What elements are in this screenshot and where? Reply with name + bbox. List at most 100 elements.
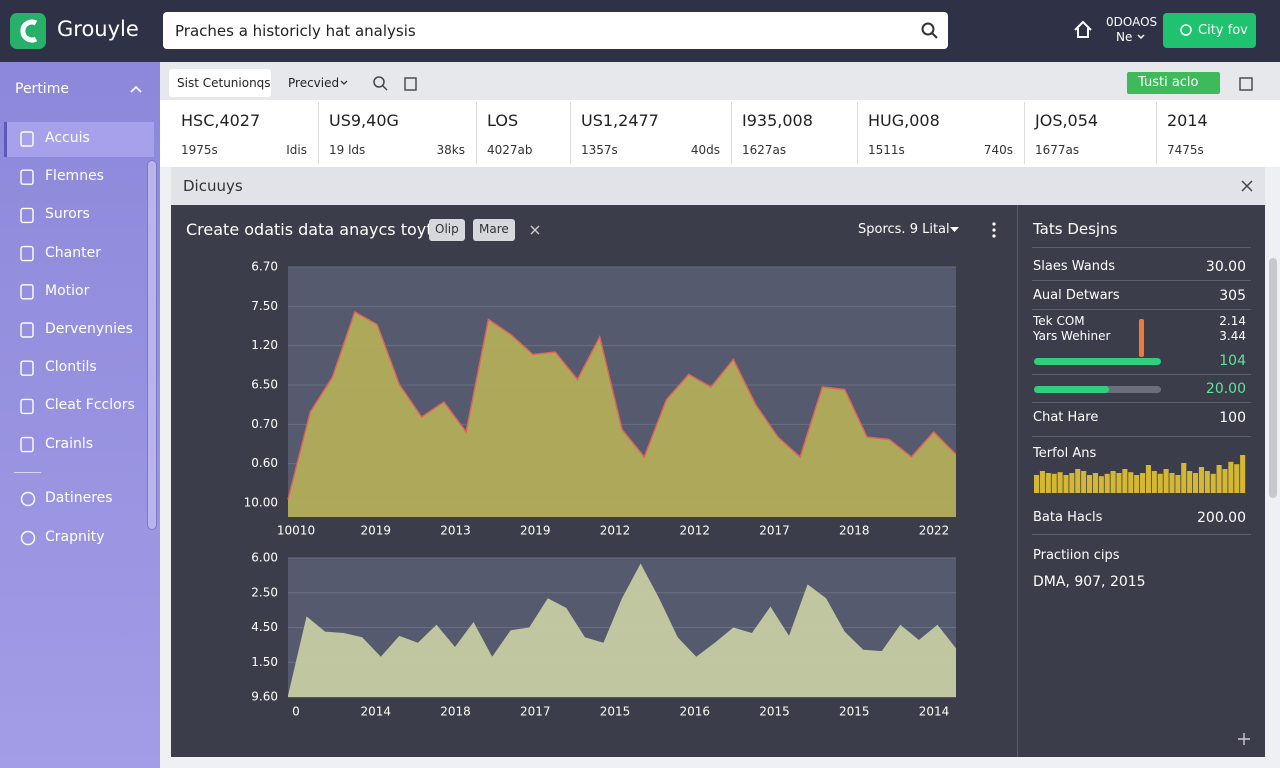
mini-bar xyxy=(1234,464,1240,493)
y-tick-label: 1.50 xyxy=(251,655,278,669)
side-label: Practiion cips xyxy=(1033,548,1120,563)
area xyxy=(288,563,956,697)
stat-divider xyxy=(1156,102,1157,164)
mini-bar xyxy=(1145,465,1151,493)
sort[interactable]: Sporcs. 9 Lital xyxy=(858,222,950,237)
menu-dot xyxy=(992,234,996,238)
stat-label: 4027ab xyxy=(487,143,533,157)
mini-bar xyxy=(1128,472,1134,493)
x-tick-label: 2015 xyxy=(600,705,631,719)
nav-item[interactable]: Accuis xyxy=(45,130,90,146)
mini-bar xyxy=(1228,461,1234,493)
x-tick-label: 2013 xyxy=(440,524,471,538)
side-label: Bata Hacls xyxy=(1033,510,1103,525)
stat-divider xyxy=(857,102,858,164)
toolbar-button[interactable] xyxy=(1127,72,1220,94)
nav-icon xyxy=(20,322,34,338)
toolbar-button-label: Tusti aclo xyxy=(1138,75,1199,90)
y-tick-label: 9.60 xyxy=(251,690,278,704)
nav-item[interactable]: Dervenynies xyxy=(45,321,133,337)
panel-title: Dicuuys xyxy=(183,177,243,195)
mini-bar xyxy=(1051,473,1057,493)
mini-bar xyxy=(1122,469,1128,493)
stats-row xyxy=(160,100,1280,167)
user-name: 0DOAOS xyxy=(1106,15,1158,29)
nav-item[interactable]: Clontils xyxy=(45,359,97,376)
mini-bar xyxy=(1075,469,1081,493)
mini-bar xyxy=(1104,473,1110,493)
mini-bar xyxy=(1069,473,1075,493)
header-button[interactable] xyxy=(1163,13,1256,48)
nav-icon xyxy=(20,491,36,507)
nav-icon xyxy=(20,284,34,300)
mini-bar xyxy=(1210,473,1216,493)
x-tick-label: 0 xyxy=(292,705,300,719)
dropdown[interactable]: Precvied xyxy=(288,76,340,90)
side-label: Aual Detwars xyxy=(1033,288,1120,303)
x-tick-label: 2018 xyxy=(839,524,870,538)
caret xyxy=(950,227,959,232)
mini-bar xyxy=(1039,471,1045,493)
nav-item[interactable]: Motior xyxy=(45,282,90,299)
side-separator xyxy=(1032,309,1251,310)
nav-item[interactable]: Datineres xyxy=(45,490,113,506)
logo xyxy=(10,13,46,49)
y-tick-label: 0.70 xyxy=(251,417,278,431)
side-value: 2.14 xyxy=(1219,314,1246,328)
nav-item[interactable]: Crapnity xyxy=(45,529,105,545)
nav-item[interactable]: Flemnes xyxy=(45,168,104,185)
x-tick-label: 2015 xyxy=(759,705,790,719)
x-tick-label: 2012 xyxy=(600,524,631,538)
mini-bar xyxy=(1157,473,1163,493)
tab[interactable] xyxy=(169,69,271,97)
stat-value: US9,40G xyxy=(329,111,399,130)
nav-icon xyxy=(20,436,34,453)
side-value: 3.44 xyxy=(1219,329,1246,343)
chip[interactable]: Olip xyxy=(429,219,465,241)
y-tick-label: 6.50 xyxy=(251,378,278,392)
mini-bar xyxy=(1110,471,1116,493)
tab-label: Sist Cetunionqs xyxy=(177,76,271,90)
search-icon xyxy=(382,85,388,91)
stat-divider xyxy=(476,102,477,164)
side-label: Slaes Wands xyxy=(1033,259,1115,274)
y-tick-label: 2.50 xyxy=(251,585,278,599)
mini-bar xyxy=(1098,476,1104,493)
mini-bar xyxy=(1222,469,1228,493)
x-tick-label: 2019 xyxy=(360,524,391,538)
stat-divider xyxy=(318,102,319,164)
nav-item[interactable]: Cleat Fcclors xyxy=(45,397,135,414)
y-tick-label: 6.70 xyxy=(251,260,278,274)
sidebar xyxy=(0,62,160,768)
side-separator xyxy=(1032,402,1251,403)
chip[interactable]: Mare xyxy=(473,219,515,241)
search-icon xyxy=(921,22,935,36)
search-box[interactable] xyxy=(163,12,948,49)
stat-label: 740s xyxy=(983,143,1013,157)
nav-item[interactable]: Chanter xyxy=(45,244,101,261)
x-tick-label: 2014 xyxy=(919,705,950,719)
sidebar-selected xyxy=(4,122,154,157)
close-icon xyxy=(530,225,540,235)
search-text: Praches a historicly hat analysis xyxy=(175,22,416,40)
sidebar-separator xyxy=(14,472,41,473)
stat-label: 1975s xyxy=(181,143,218,157)
nav-item[interactable]: Crainls xyxy=(45,435,94,452)
area xyxy=(288,312,956,517)
stat-value: JOS,054 xyxy=(1035,111,1099,130)
user-sub: Ne xyxy=(1116,30,1133,44)
side-separator xyxy=(1032,534,1251,535)
brand: Grouyle xyxy=(57,17,139,41)
stat-label: 19 lds xyxy=(329,143,366,157)
nav-item[interactable]: Surors xyxy=(45,206,90,223)
mini-bar xyxy=(1134,475,1140,493)
toolbar-icon xyxy=(1239,77,1253,91)
nav-icon xyxy=(20,207,34,224)
x-tick-label: 2012 xyxy=(679,524,710,538)
y-tick-label: 6.00 xyxy=(251,551,278,565)
stat-label: 38ks xyxy=(436,143,465,157)
x-tick-label: 2014 xyxy=(360,705,391,719)
progress-fill xyxy=(1034,358,1161,365)
